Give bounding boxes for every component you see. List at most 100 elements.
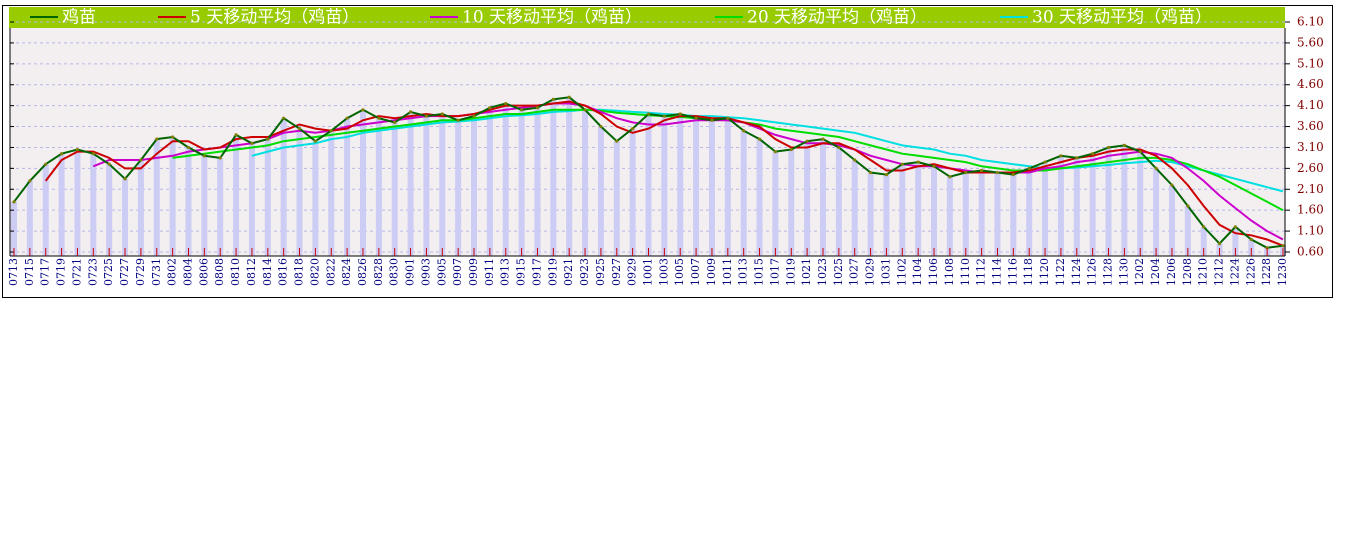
bar <box>153 139 160 256</box>
x-tick-label: 0915 <box>515 258 528 286</box>
point-marker <box>250 141 254 145</box>
bar <box>978 170 985 256</box>
x-tick-label: 0713 <box>7 258 20 286</box>
point-marker <box>139 158 143 162</box>
x-tick-label: 1118 <box>1022 258 1035 286</box>
bar <box>58 153 65 256</box>
bar <box>1168 185 1175 256</box>
x-tick-label: 1108 <box>943 258 956 286</box>
x-tick-label: 0824 <box>340 258 353 286</box>
legend-label: 10 天移动平均（鸡苗） <box>462 8 642 28</box>
x-tick-label: 0727 <box>118 258 131 286</box>
point-marker <box>1059 154 1063 158</box>
x-tick-label: 0921 <box>562 258 575 286</box>
y-tick-label: 4.60 <box>1297 77 1324 91</box>
bar <box>90 153 97 256</box>
x-tick-label: 1224 <box>1228 258 1241 286</box>
y-tick-label: 5.60 <box>1297 35 1324 49</box>
bar <box>1232 226 1239 256</box>
bar <box>264 139 271 256</box>
x-tick-label: 0820 <box>308 258 321 286</box>
legend-label: 鸡苗 <box>62 8 96 28</box>
point-marker <box>1027 166 1031 170</box>
point-marker <box>646 112 651 116</box>
bar <box>233 134 240 256</box>
x-tick-label: 1210 <box>1197 258 1210 286</box>
point-marker <box>1202 225 1206 229</box>
bar <box>137 160 144 256</box>
x-tick-label: 1228 <box>1260 258 1273 286</box>
x-tick-label: 0806 <box>197 258 210 286</box>
bar <box>1248 239 1255 256</box>
point-marker <box>1122 143 1126 147</box>
point-marker <box>424 114 429 118</box>
bar <box>455 120 462 256</box>
bars <box>11 97 1286 257</box>
x-tick-label: 1025 <box>832 258 845 286</box>
bar <box>1200 226 1207 256</box>
bar <box>1184 206 1191 256</box>
point-marker <box>868 170 873 175</box>
point-marker <box>1043 160 1047 164</box>
point-marker <box>1233 225 1238 229</box>
point-marker <box>91 152 95 156</box>
x-tick-label: 1104 <box>911 258 924 286</box>
point-marker <box>1011 173 1015 177</box>
bar <box>819 139 826 256</box>
y-tick-label: 4.10 <box>1297 98 1324 112</box>
bar <box>756 139 763 256</box>
x-tick-label: 1009 <box>705 258 718 286</box>
axes: 0.60 1.10 1.60 2.10 2.60 3.10 3.60 4.10 4.60 5.10… <box>7 15 1324 287</box>
point-marker <box>789 147 793 152</box>
point-marker <box>837 145 841 150</box>
bar <box>835 147 842 256</box>
x-tick-label: 0828 <box>372 258 385 286</box>
point-marker <box>12 200 16 204</box>
bar <box>518 109 525 257</box>
bar <box>867 172 874 256</box>
point-marker <box>678 112 682 116</box>
point-marker <box>472 114 476 118</box>
x-tick-label: 1114 <box>990 258 1003 286</box>
y-tick-label: 2.10 <box>1297 182 1324 196</box>
point-marker <box>535 106 540 110</box>
bar <box>42 164 49 256</box>
bar <box>169 137 176 256</box>
bar <box>582 109 589 257</box>
legend-bar <box>9 7 1285 28</box>
bar <box>201 155 208 256</box>
x-tick-label: 1001 <box>642 258 655 286</box>
bar <box>312 141 319 256</box>
x-tick-label: 1019 <box>784 258 797 286</box>
bar <box>344 118 351 256</box>
x-tick-label: 1116 <box>1006 258 1019 286</box>
bar <box>899 164 906 256</box>
x-tick-label: 1007 <box>689 258 702 286</box>
x-tick-label: 0905 <box>435 258 448 286</box>
x-tick-label: 1204 <box>1149 258 1162 286</box>
bar <box>804 141 811 256</box>
x-tick-label: 0923 <box>578 258 591 286</box>
point-marker <box>297 127 302 131</box>
x-tick-label: 1230 <box>1276 258 1289 286</box>
bar <box>994 172 1001 256</box>
bar <box>1026 168 1033 256</box>
point-marker <box>964 170 968 175</box>
bar <box>391 122 398 256</box>
point-marker <box>853 158 857 162</box>
bar <box>566 97 573 256</box>
point-marker <box>599 124 603 129</box>
point-marker <box>662 114 666 118</box>
bar <box>106 164 113 256</box>
bar <box>502 103 509 256</box>
point-marker <box>1075 156 1079 160</box>
bar <box>724 118 731 256</box>
point-marker <box>377 116 381 120</box>
x-tick-label: 1226 <box>1244 258 1257 286</box>
point-marker <box>1106 145 1111 150</box>
x-tick-label: 0818 <box>293 258 306 286</box>
x-tick-label: 0810 <box>229 258 242 286</box>
x-tick-label: 1120 <box>1038 258 1051 286</box>
point-marker <box>567 95 571 99</box>
